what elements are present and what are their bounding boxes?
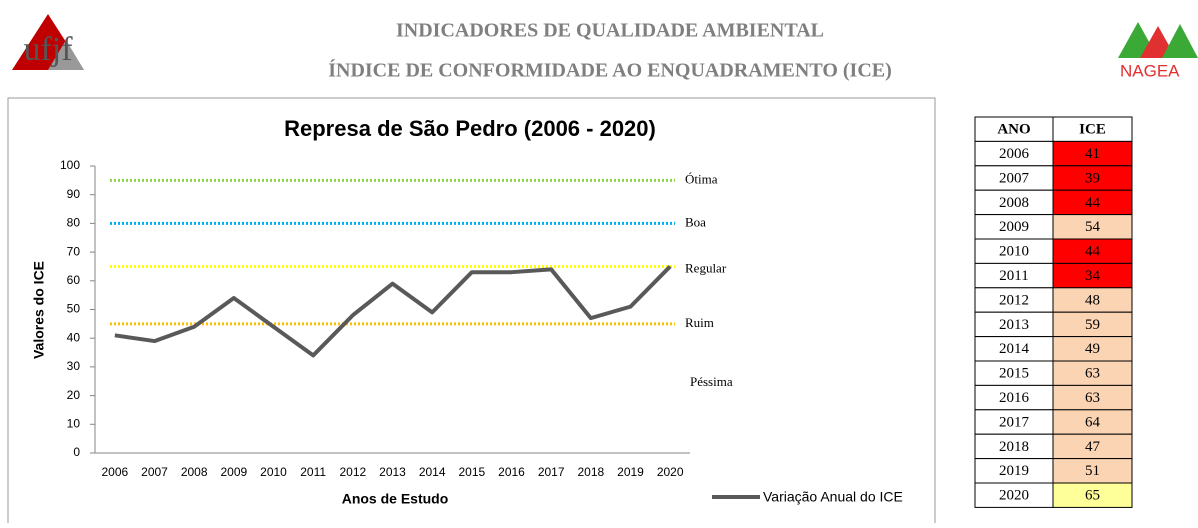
table-cell [1052,482,1133,508]
legend-label: Variação Anual do ICE [763,489,903,505]
table-value: 65 [1085,488,1100,504]
table-cell [974,409,1054,435]
table-cell [1052,360,1133,386]
table-cell [974,262,1054,289]
band-label: Péssima [690,374,733,389]
table-value: 41 [1085,146,1100,162]
x-tick-label: 2020 [657,465,684,479]
reference-label: Ótima [685,171,718,186]
y-tick-label: 50 [67,302,81,316]
table-header: ICE [1079,122,1106,138]
reference-label: Regular [685,260,727,275]
x-tick-label: 2017 [538,465,565,479]
table-cell [974,384,1054,411]
table-cell [1052,214,1133,240]
y-tick-label: 20 [67,388,81,402]
table-value: 54 [1085,219,1101,235]
y-tick-label: 80 [67,216,81,230]
table-header-cell [1052,116,1133,142]
table-value: 39 [1085,170,1100,186]
table-cell [974,482,1054,508]
left-logo: ufjf [23,31,73,68]
table-year: 2016 [999,390,1030,406]
table-cell [1052,238,1133,264]
table-year: 2013 [999,317,1029,333]
x-tick-label: 2006 [101,465,128,479]
y-tick-label: 30 [67,359,81,373]
table-year: 2008 [999,195,1029,211]
table-year: 2010 [999,244,1029,260]
x-tick-label: 2018 [577,465,604,479]
y-tick-label: 70 [67,244,81,258]
reference-label: Boa [685,214,706,229]
table-cell [1052,409,1133,435]
table-cell [974,287,1054,313]
x-tick-label: 2007 [141,465,168,479]
x-tick-label: 2015 [458,465,485,479]
table-cell [974,336,1054,362]
header-title: INDICADORES DE QUALIDADE AMBIENTAL [396,20,824,42]
y-tick-label: 100 [60,158,80,172]
table-year: 2019 [999,463,1029,479]
table-value: 49 [1085,341,1100,357]
table-cell [1052,262,1133,289]
x-tick-label: 2008 [181,465,208,479]
table-cell [974,311,1054,338]
table-cell [1052,165,1133,191]
table-value: 44 [1085,244,1101,260]
x-tick-label: 2009 [220,465,247,479]
chart-title: Represa de São Pedro (2006 - 2020) [284,116,656,141]
y-tick-label: 40 [67,330,81,344]
table-year: 2007 [999,170,1030,186]
x-tick-label: 2016 [498,465,525,479]
table-value: 64 [1085,414,1101,430]
y-tick-label: 90 [67,187,81,201]
table-value: 51 [1085,463,1100,479]
logo-shape [1162,24,1198,58]
right-logo: NAGEA [1120,61,1180,80]
table-year: 2006 [999,146,1030,162]
table-value: 34 [1085,268,1101,284]
table-value: 47 [1085,439,1101,455]
y-tick-label: 60 [67,273,81,287]
chart-border [7,97,936,528]
table-value: 48 [1085,292,1100,308]
table-year: 2011 [999,268,1028,284]
table-cell [1052,384,1133,411]
table-year: 2012 [999,292,1029,308]
table-cell [1052,140,1133,167]
table-cell [1052,287,1133,313]
reference-label: Ruim [685,315,714,330]
x-tick-label: 2011 [300,465,326,479]
x-tick-label: 2013 [379,465,406,479]
y-axis-label: Valores do ICE [31,261,47,359]
table-cell [1052,433,1133,460]
table-value: 59 [1085,317,1100,333]
table-year: 2015 [999,366,1029,382]
table-value: 63 [1085,366,1100,382]
table-cell [974,433,1054,460]
y-tick-label: 0 [73,445,80,459]
table-value: 63 [1085,390,1100,406]
x-tick-label: 2019 [617,465,644,479]
table-year: 2009 [999,219,1029,235]
x-tick-label: 2012 [339,465,366,479]
table-value: 44 [1085,195,1101,211]
table-cell [1052,311,1133,338]
table-cell [1052,189,1133,216]
data-line [114,265,672,358]
x-tick-label: 2014 [419,465,446,479]
x-tick-label: 2010 [260,465,287,479]
header-subtitle: ÍNDICE DE CONFORMIDADE AO ENQUADRAMENTO … [328,59,892,82]
y-tick-label: 10 [67,416,81,430]
logo-shape [48,40,84,70]
table-year: 2018 [999,439,1029,455]
x-axis-label: Anos de Estudo [342,491,449,507]
table-year: 2014 [999,341,1030,357]
table-year: 2020 [999,488,1029,504]
table-year: 2017 [999,414,1030,430]
table-header: ANO [997,122,1030,138]
